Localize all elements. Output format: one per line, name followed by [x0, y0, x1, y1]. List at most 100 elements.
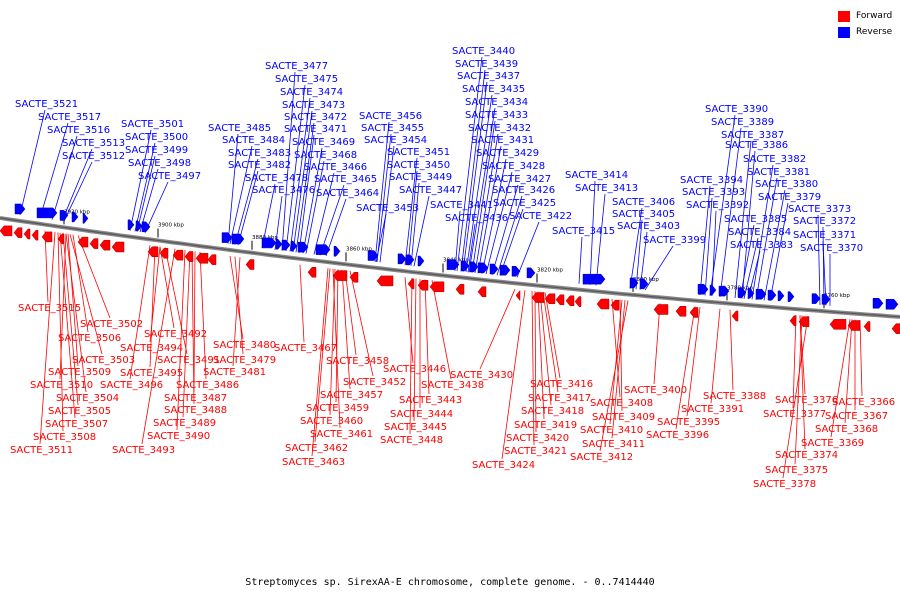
reverse-gene-label: SACTE_3372 [793, 216, 856, 227]
reverse-gene-label: SACTE_3468 [294, 150, 357, 161]
forward-gene-label: SACTE_3369 [801, 438, 864, 449]
forward-gene-arrow [13, 227, 23, 238]
reverse-gene-leader [302, 147, 323, 254]
reverse-gene-arrow [141, 221, 151, 233]
reverse-gene-leader [485, 171, 513, 275]
reverse-gene-leader [589, 180, 596, 285]
reverse-gene-label: SACTE_3399 [643, 235, 706, 246]
reverse-gene-leader [739, 224, 755, 299]
forward-gene-arrow [245, 259, 255, 270]
reverse-gene-label: SACTE_3413 [575, 183, 638, 194]
forward-gene-leader [65, 233, 87, 393]
forward-gene-arrow [789, 315, 797, 327]
forward-gene-leader [77, 235, 111, 319]
forward-gene-leader [729, 309, 734, 391]
reverse-gene-arrow [405, 254, 415, 266]
reverse-gene-arrow [747, 288, 755, 299]
forward-gene-arrow [675, 306, 687, 317]
reverse-gene-label: SACTE_3425 [493, 198, 556, 209]
forward-gene-leader [830, 319, 851, 438]
legend: Forward Reverse [838, 8, 892, 40]
forward-gene-arrow [847, 320, 861, 331]
reverse-gene-leader [376, 133, 392, 263]
forward-gene-label: SACTE_3489 [153, 418, 216, 429]
forward-gene-leader [314, 268, 331, 443]
reverse-gene-arrow [885, 299, 899, 310]
reverse-gene-leader [375, 213, 387, 262]
forward-gene-leader [67, 233, 79, 367]
reverse-gene-label: SACTE_3485 [208, 123, 271, 134]
forward-gene-leader [611, 300, 626, 439]
scale-tick-label: 3920 kbp [64, 209, 90, 215]
reverse-gene-leader [134, 142, 156, 232]
forward-gene-leader [537, 291, 545, 420]
reverse-gene-leader [295, 122, 315, 253]
reverse-gene-label: SACTE_3484 [222, 135, 285, 146]
reverse-gene-label: SACTE_3387 [721, 130, 784, 141]
forward-gene-leader [675, 306, 696, 430]
forward-gene-arrow [574, 296, 582, 307]
forward-gene-label: SACTE_3462 [285, 443, 348, 454]
forward-gene-leader [539, 291, 552, 406]
reverse-gene-arrow [14, 203, 26, 215]
reverse-gene-label: SACTE_3406 [612, 197, 675, 208]
reverse-gene-label: SACTE_3426 [492, 185, 555, 196]
reverse-gene-label: SACTE_3456 [359, 111, 422, 122]
forward-gene-leader [72, 234, 89, 333]
reverse-gene-label: SACTE_3483 [228, 148, 291, 159]
forward-gene-label: SACTE_3378 [753, 479, 816, 490]
reverse-gene-leader [281, 71, 296, 251]
reverse-gene-arrow [82, 213, 89, 224]
reverse-gene-label: SACTE_3393 [682, 187, 745, 198]
forward-gene-leader [409, 277, 413, 435]
forward-gene-leader [611, 298, 621, 398]
forward-gene-leader [234, 256, 244, 355]
forward-gene-leader [544, 292, 561, 379]
reverse-gene-label: SACTE_3371 [793, 230, 856, 241]
forward-gene-leader [479, 289, 516, 370]
forward-gene-label: SACTE_3410 [580, 425, 643, 436]
scale-tick-label: 3860 kbp [346, 246, 372, 252]
reverse-gene-leader [595, 193, 606, 286]
forward-gene-arrow [544, 293, 556, 305]
reverse-gene-arrow [639, 278, 649, 290]
forward-gene-label: SACTE_3507 [45, 419, 108, 430]
forward-gene-leader [44, 230, 49, 303]
scale-tick-label: 3760 kbp [824, 293, 850, 299]
reverse-gene-leader [734, 140, 752, 299]
forward-gene-leader [794, 315, 803, 465]
forward-gene-label: SACTE_3430 [450, 370, 513, 381]
reverse-gene-arrow [709, 284, 717, 296]
reverse-gene-leader [261, 183, 276, 249]
reverse-gene-label: SACTE_3450 [387, 160, 450, 171]
forward-gene-label: SACTE_3388 [703, 391, 766, 402]
forward-gene-leader [232, 257, 241, 367]
scale-tick-label: 3820 kbp [537, 267, 563, 273]
reverse-gene-label: SACTE_3447 [399, 185, 462, 196]
forward-gene-leader [344, 270, 357, 356]
reverse-gene-leader [19, 109, 46, 216]
reverse-gene-leader [763, 189, 786, 301]
reverse-gene-arrow [290, 240, 298, 252]
reverse-gene-leader [305, 160, 325, 254]
reverse-gene-label: SACTE_3392 [686, 200, 749, 211]
reverse-gene-label: SACTE_3517 [38, 112, 101, 123]
reverse-gene-arrow [489, 263, 499, 275]
forward-gene-arrow [376, 275, 394, 287]
reverse-gene-leader [129, 129, 152, 231]
forward-gene-arrow [829, 319, 847, 330]
reverse-gene-label: SACTE_3435 [462, 84, 525, 95]
reverse-gene-label: SACTE_3441 [430, 200, 493, 211]
forward-gene-label: SACTE_3487 [164, 393, 227, 404]
reverse-gene-leader [477, 145, 502, 274]
reverse-gene-leader [51, 135, 78, 220]
forward-gene-arrow [555, 294, 565, 306]
forward-gene-arrow [596, 298, 610, 310]
reverse-gene-leader [465, 94, 493, 273]
forward-gene-leader [129, 245, 151, 380]
reverse-gene-label: SACTE_3440 [452, 46, 515, 57]
forward-gene-arrow [407, 278, 415, 290]
forward-gene-label: SACTE_3502 [80, 319, 143, 330]
forward-gene-arrow [184, 251, 194, 262]
forward-gene-label: SACTE_3461 [310, 429, 373, 440]
